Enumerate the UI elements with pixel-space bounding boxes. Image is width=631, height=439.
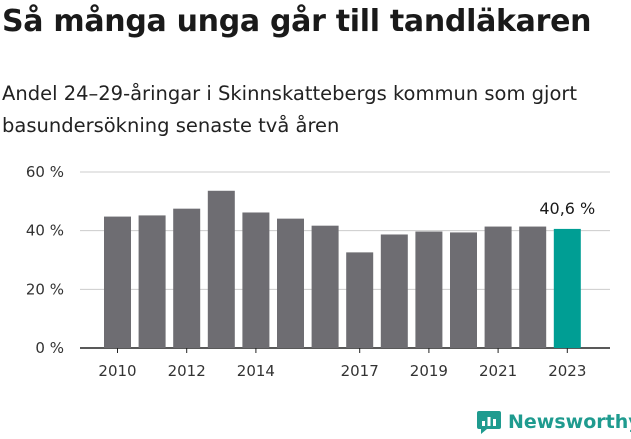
bar-2023 xyxy=(553,228,581,348)
x-tick-label: 2017 xyxy=(341,362,379,380)
chart-subtitle: Andel 24–29-åringar i Skinnskattebergs k… xyxy=(2,82,578,137)
chart-title: Så många unga går till tandläkaren xyxy=(2,4,592,39)
newsworthy-logo: Newsworthy xyxy=(476,405,631,439)
y-tick-label: 0 % xyxy=(35,339,64,357)
bar-2014 xyxy=(242,212,270,348)
y-tick-label: 60 % xyxy=(26,163,64,181)
bars xyxy=(104,190,581,348)
data-labels: 40,6 % xyxy=(539,199,595,218)
x-axis-tick-labels: 2010 2012 2014 2017 2019 2021 2023 xyxy=(98,348,586,380)
newsworthy-logo-icon xyxy=(477,411,501,434)
bar-2019 xyxy=(415,231,443,348)
bar-2022 xyxy=(519,226,547,348)
x-tick-label: 2019 xyxy=(410,362,448,380)
bar-2010 xyxy=(104,216,131,348)
bar-2020 xyxy=(450,232,477,348)
x-tick-label: 2010 xyxy=(98,362,136,380)
y-tick-label: 40 % xyxy=(26,222,64,240)
x-tick-label: 2023 xyxy=(548,362,586,380)
newsworthy-logo-text: Newsworthy xyxy=(508,411,631,433)
highlight-data-label: 40,6 % xyxy=(539,199,595,218)
bar-2021 xyxy=(484,226,512,348)
bar-2015 xyxy=(277,218,304,348)
bar-2016 xyxy=(311,225,339,348)
x-tick-label: 2014 xyxy=(237,362,275,380)
bar-2012 xyxy=(173,208,201,348)
bar-2017 xyxy=(346,252,374,348)
bar-2011 xyxy=(138,215,166,348)
x-tick-label: 2012 xyxy=(168,362,206,380)
bar-2013 xyxy=(207,190,235,348)
y-tick-label: 20 % xyxy=(26,280,64,298)
bar-2018 xyxy=(380,234,408,348)
y-axis-tick-labels: 0 % 20 % 40 % 60 % xyxy=(26,163,64,357)
x-tick-label: 2021 xyxy=(479,362,517,380)
